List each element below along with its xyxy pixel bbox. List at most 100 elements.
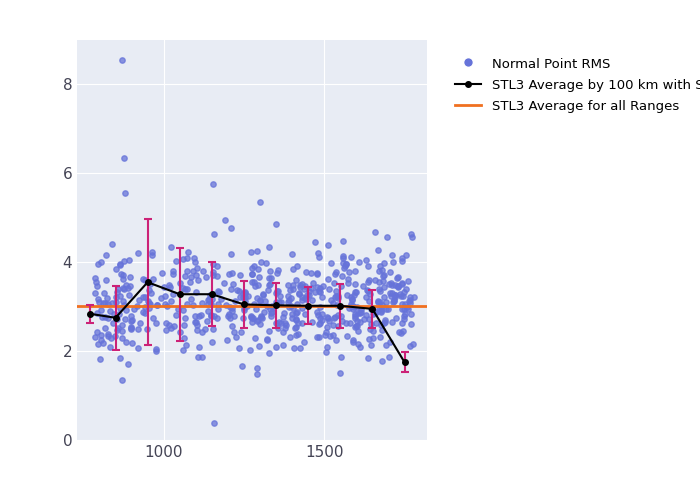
- Normal Point RMS: [206, 295, 218, 303]
- Normal Point RMS: [277, 313, 288, 321]
- Normal Point RMS: [95, 258, 106, 266]
- Normal Point RMS: [270, 344, 281, 351]
- Normal Point RMS: [256, 313, 267, 321]
- Normal Point RMS: [361, 286, 372, 294]
- Normal Point RMS: [127, 339, 138, 347]
- Normal Point RMS: [323, 314, 334, 322]
- Normal Point RMS: [340, 260, 351, 268]
- Normal Point RMS: [251, 294, 262, 302]
- Normal Point RMS: [124, 292, 135, 300]
- Normal Point RMS: [246, 314, 258, 322]
- Normal Point RMS: [365, 320, 377, 328]
- Normal Point RMS: [349, 280, 360, 288]
- Normal Point RMS: [346, 253, 357, 261]
- Normal Point RMS: [264, 327, 275, 335]
- Normal Point RMS: [208, 290, 219, 298]
- Normal Point RMS: [384, 280, 395, 288]
- Normal Point RMS: [375, 308, 386, 316]
- Normal Point RMS: [254, 296, 265, 304]
- Normal Point RMS: [203, 307, 214, 315]
- Normal Point RMS: [299, 294, 310, 302]
- Normal Point RMS: [296, 296, 307, 304]
- Normal Point RMS: [284, 296, 295, 304]
- Normal Point RMS: [294, 344, 305, 351]
- Normal Point RMS: [267, 304, 279, 312]
- Normal Point RMS: [234, 271, 246, 279]
- Normal Point RMS: [388, 298, 399, 306]
- Normal Point RMS: [408, 293, 419, 301]
- Normal Point RMS: [328, 331, 339, 339]
- Normal Point RMS: [372, 298, 384, 306]
- Normal Point RMS: [381, 298, 392, 306]
- Normal Point RMS: [254, 198, 265, 206]
- Normal Point RMS: [228, 312, 239, 320]
- Normal Point RMS: [188, 301, 199, 309]
- Normal Point RMS: [382, 233, 393, 241]
- Normal Point RMS: [363, 287, 374, 295]
- Normal Point RMS: [168, 268, 179, 276]
- Normal Point RMS: [305, 269, 316, 277]
- Normal Point RMS: [102, 330, 113, 338]
- Normal Point RMS: [312, 284, 323, 292]
- Normal Point RMS: [150, 348, 162, 356]
- Normal Point RMS: [160, 326, 172, 334]
- Normal Point RMS: [341, 332, 352, 340]
- Normal Point RMS: [337, 237, 348, 245]
- Normal Point RMS: [386, 279, 397, 287]
- Normal Point RMS: [377, 272, 388, 280]
- Normal Point RMS: [377, 277, 388, 285]
- Normal Point RMS: [108, 310, 120, 318]
- Normal Point RMS: [118, 154, 130, 162]
- Normal Point RMS: [115, 354, 126, 362]
- Normal Point RMS: [209, 419, 220, 427]
- Normal Point RMS: [142, 297, 153, 305]
- Normal Point RMS: [281, 320, 292, 328]
- Normal Point RMS: [266, 302, 277, 310]
- Normal Point RMS: [352, 308, 363, 316]
- Normal Point RMS: [249, 334, 260, 342]
- Normal Point RMS: [245, 313, 256, 321]
- Normal Point RMS: [279, 324, 290, 332]
- Normal Point RMS: [251, 370, 262, 378]
- Normal Point RMS: [330, 287, 342, 295]
- Normal Point RMS: [91, 282, 102, 290]
- Normal Point RMS: [118, 284, 129, 292]
- Normal Point RMS: [90, 278, 101, 285]
- Normal Point RMS: [119, 284, 130, 292]
- Normal Point RMS: [261, 336, 272, 344]
- Normal Point RMS: [101, 276, 112, 284]
- Normal Point RMS: [216, 295, 227, 303]
- Normal Point RMS: [227, 304, 238, 312]
- Normal Point RMS: [246, 312, 257, 320]
- Normal Point RMS: [106, 334, 117, 342]
- Normal Point RMS: [354, 344, 365, 351]
- Normal Point RMS: [331, 336, 342, 344]
- Normal Point RMS: [265, 274, 276, 281]
- Normal Point RMS: [256, 314, 267, 322]
- Normal Point RMS: [379, 283, 390, 291]
- Normal Point RMS: [102, 314, 113, 322]
- Normal Point RMS: [206, 338, 218, 346]
- Normal Point RMS: [190, 318, 201, 326]
- Normal Point RMS: [95, 336, 106, 344]
- Normal Point RMS: [354, 308, 365, 316]
- Normal Point RMS: [246, 248, 257, 256]
- Normal Point RMS: [133, 344, 144, 351]
- Normal Point RMS: [239, 304, 250, 312]
- Normal Point RMS: [405, 299, 416, 307]
- Normal Point RMS: [400, 300, 411, 308]
- Normal Point RMS: [316, 292, 328, 300]
- Normal Point RMS: [116, 56, 127, 64]
- Normal Point RMS: [177, 306, 188, 314]
- Normal Point RMS: [228, 280, 239, 288]
- Normal Point RMS: [368, 310, 379, 318]
- Normal Point RMS: [108, 320, 119, 328]
- Normal Point RMS: [283, 298, 294, 306]
- Normal Point RMS: [376, 307, 387, 315]
- Normal Point RMS: [335, 369, 346, 377]
- Normal Point RMS: [208, 270, 219, 278]
- Normal Point RMS: [290, 316, 302, 324]
- Normal Point RMS: [155, 294, 167, 302]
- Normal Point RMS: [326, 296, 337, 304]
- Normal Point RMS: [254, 342, 265, 350]
